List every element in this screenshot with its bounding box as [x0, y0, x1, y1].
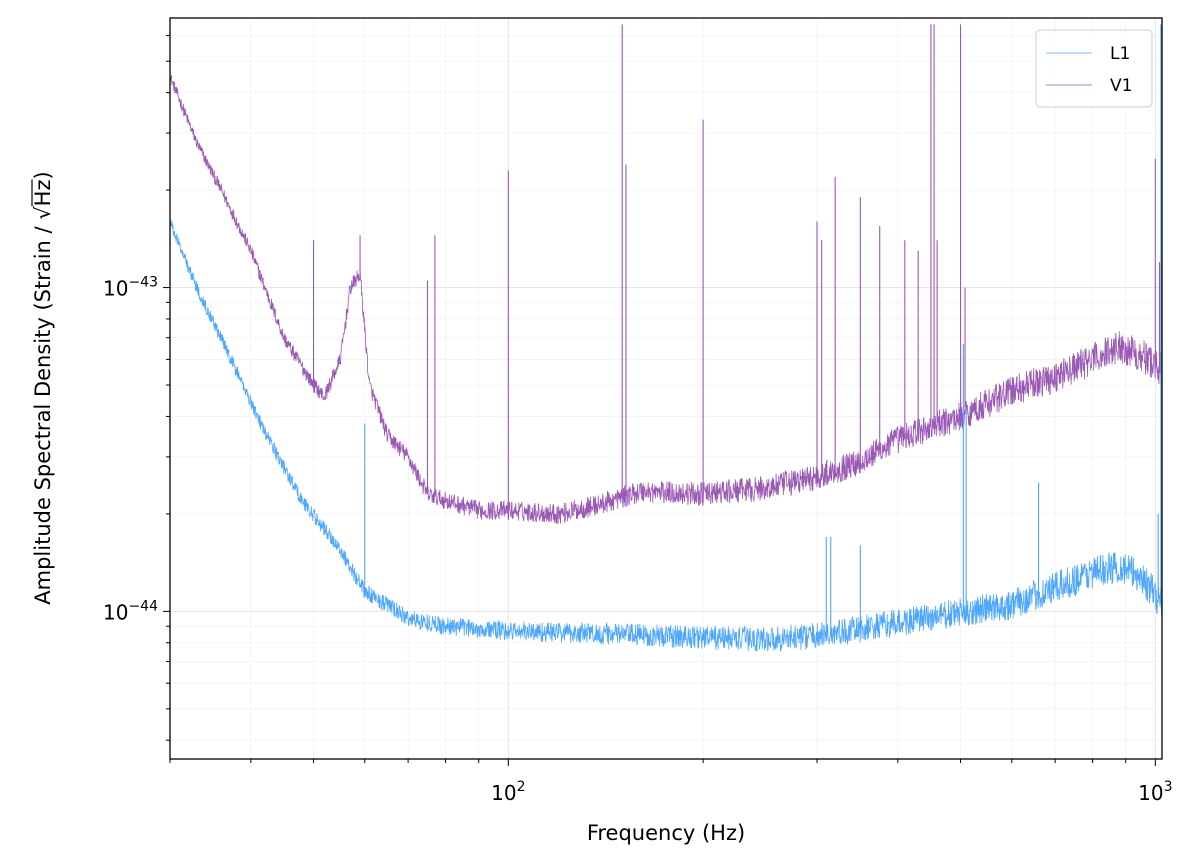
y-axis-label-prefix: Amplitude Spectral Density (Strain / [31, 220, 55, 605]
plot-frame [169, 17, 1163, 760]
x-tick-label: 103 [1138, 779, 1172, 805]
legend-label-v1: V1 [1110, 76, 1132, 96]
legend: L1 V1 [1035, 29, 1153, 108]
y-tick-label: 10−44 [103, 598, 158, 624]
series-l1 [170, 24, 1162, 652]
series-line-v1 [170, 75, 1162, 524]
x-tick-label: 102 [491, 779, 525, 805]
legend-label-l1: L1 [1110, 44, 1130, 64]
y-axis-label: Amplitude Spectral Density (Strain / √Hz… [31, 171, 55, 604]
sqrt-symbol: √ [31, 206, 55, 220]
ticks [163, 35, 1156, 766]
x-axis-label: Frequency (Hz) [587, 821, 745, 845]
series-layer [170, 24, 1162, 652]
y-axis-label-suffix: ) [31, 171, 55, 179]
svg-text:Amplitude Spectral Density (St: Amplitude Spectral Density (Strain / √Hz… [31, 171, 55, 604]
series-v1 [170, 24, 1162, 524]
series-line-l1 [170, 218, 1162, 652]
y-axis-label-radical: Hz [31, 179, 55, 206]
tick-labels: 102 103 10−44 10−43 [103, 275, 1173, 805]
legend-box [1035, 29, 1153, 108]
y-tick-label: 10−43 [103, 275, 158, 301]
